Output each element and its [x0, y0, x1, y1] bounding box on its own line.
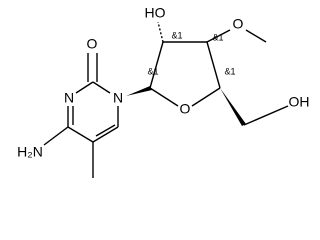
atom-label: O [180, 101, 191, 117]
stereo-label: &1 [171, 30, 182, 40]
page: O N N H₂N HO O O OH &1 &1 &1 &1 (() => {… [17, 4, 310, 178]
bonds [43, 21, 289, 178]
atom-label: O [87, 36, 98, 52]
atom-label: N [113, 90, 123, 106]
stereo-label: &1 [224, 66, 235, 76]
atom-label: H₂N [17, 144, 43, 160]
atom-label: OH [289, 94, 310, 110]
wedge-bond [220, 88, 246, 126]
atom-label: N [64, 90, 74, 106]
atom-label: O [233, 16, 244, 32]
atom-label: HO [145, 5, 166, 21]
structure: O N N H₂N HO O O OH &1 &1 &1 &1 [17, 5, 310, 178]
stereo-label: &1 [212, 32, 223, 42]
stereo-label: &1 [147, 66, 158, 76]
wedge-bond [126, 86, 152, 96]
